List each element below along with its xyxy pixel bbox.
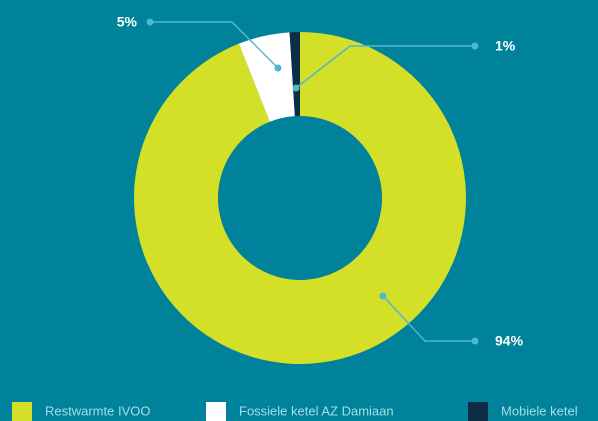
leader-line [150,21,279,69]
legend-label: Fossiele ketel AZ Damiaan [239,403,394,418]
legend-swatch [206,402,226,421]
legend-label: Mobiele ketel [501,403,578,418]
data-label: 94% [495,333,524,349]
leader-dot [146,18,154,26]
leader-line [295,45,475,89]
donut-slice [238,32,295,122]
donut-slice [133,32,467,364]
leader-dot [274,64,282,72]
data-label: 5% [117,14,138,30]
leader-dot [292,84,300,92]
leader-dot [379,292,387,300]
legend-swatch [468,402,488,421]
data-label: 1% [495,38,516,54]
leader-dot [471,337,479,345]
legend-swatch [12,402,32,421]
leader-dot [471,42,479,50]
donut-slice [289,32,300,117]
leader-line [382,295,475,342]
legend-label: Restwarmte IVOO [45,403,150,418]
